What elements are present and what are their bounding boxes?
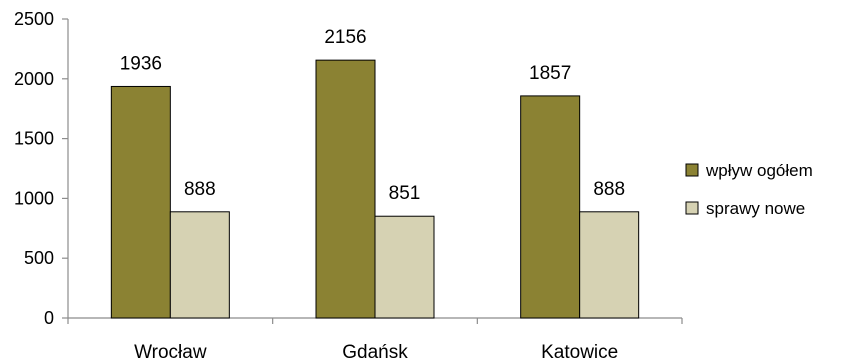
x-category-label: Katowice [541,342,618,359]
legend-label: wpływ ogółem [705,161,813,180]
data-label: 888 [184,179,216,200]
data-label: 1936 [120,53,162,74]
bar-wplyw-ogolem [110,85,171,319]
bar-wplyw-ogolem [315,59,376,319]
y-tick-label: 2500 [14,9,54,29]
legend-swatch [685,163,699,177]
y-tick-label: 2000 [14,69,54,89]
data-labels: 1936 888 2156 851 1857 888 [120,27,625,204]
legend-swatch [685,201,699,215]
bar-sprawy-nowe [169,211,230,319]
y-tick-label: 500 [24,248,54,268]
x-category-label: Gdańsk [342,342,408,359]
y-tick-label: 0 [44,308,54,328]
data-label: 2156 [324,27,366,48]
legend: wpływ ogółem sprawy nowe [685,161,813,218]
axes: 0 500 1000 1500 2000 2500 Wrocław Gdańsk Katowic… [14,9,683,359]
x-category-label: Wrocław [134,342,207,359]
bar-sprawy-nowe [579,211,640,319]
data-label: 851 [389,183,421,204]
data-label: 1857 [529,63,571,84]
data-label: 888 [593,179,625,200]
bar-sprawy-nowe [374,215,435,319]
y-tick-label: 1000 [14,188,54,208]
bar-wplyw-ogolem [520,95,581,319]
y-tick-label: 1500 [14,129,54,149]
legend-label: sprawy nowe [706,199,805,218]
bars [110,59,640,319]
